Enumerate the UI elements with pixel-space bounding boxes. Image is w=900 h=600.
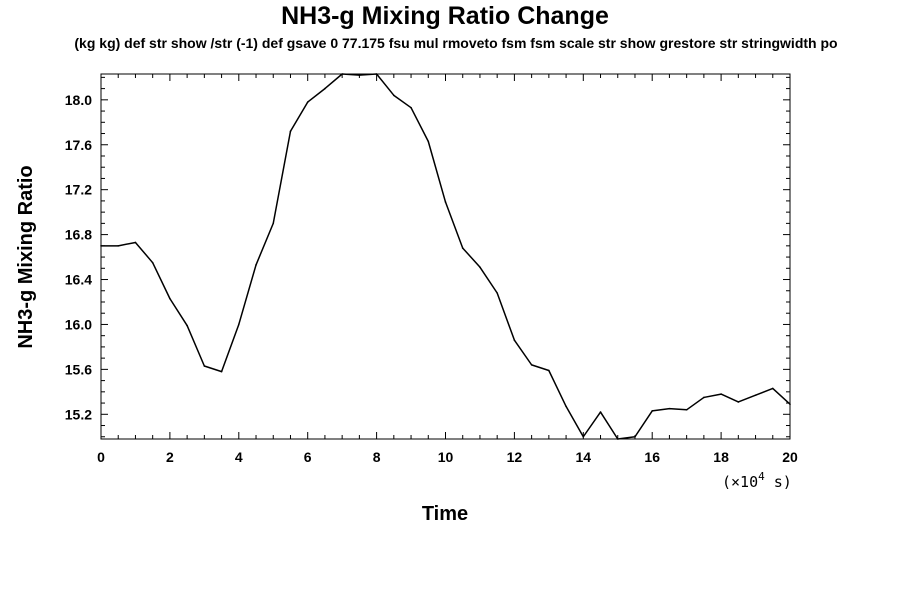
data-point: [685, 409, 688, 411]
y-tick-label: 16.4: [65, 272, 92, 288]
x-tick-label: 2: [166, 449, 174, 465]
chart-subtitle: (kg kg) def str show /str (-1) def gsave…: [74, 35, 837, 51]
x-tick-label: 10: [438, 449, 454, 465]
data-point: [789, 403, 791, 405]
data-point: [530, 364, 533, 366]
data-point: [496, 292, 498, 294]
data-point: [565, 405, 567, 408]
data-point: [513, 339, 516, 341]
series-points: [100, 73, 791, 440]
data-point: [427, 140, 430, 143]
data-point: [117, 245, 120, 247]
data-point: [444, 201, 447, 203]
data-point: [238, 323, 240, 326]
y-tick-label: 17.2: [65, 182, 92, 198]
y-tick-label: 15.2: [65, 406, 92, 422]
data-point: [358, 74, 361, 76]
x-axis-scale-note: (×104 s): [722, 470, 792, 491]
data-point: [255, 264, 257, 266]
data-point: [737, 401, 740, 403]
x-tick-label: 4: [235, 449, 243, 465]
data-point: [272, 222, 275, 225]
data-point: [582, 435, 585, 438]
data-point: [100, 245, 102, 247]
data-point: [393, 94, 395, 97]
data-point: [651, 410, 653, 412]
x-tick-label: 12: [507, 449, 523, 465]
data-point: [410, 106, 412, 109]
data-point: [151, 261, 154, 264]
chart-title: NH3-g Mixing Ratio Change: [281, 2, 609, 30]
data-point: [134, 241, 137, 244]
data-point: [289, 130, 292, 133]
data-point: [186, 324, 188, 327]
data-point: [634, 435, 636, 438]
data-point: [599, 411, 602, 413]
x-ticks: [100, 74, 791, 439]
y-tick-label: 16.0: [65, 316, 92, 332]
x-tick-label: 8: [373, 449, 381, 465]
y-tick-label: 18.0: [65, 92, 92, 108]
x-tick-labels: 0 2 4 6 8 10 12 14 16 18 20: [97, 449, 798, 465]
x-tick-label: 18: [713, 449, 729, 465]
x-tick-label: 16: [644, 449, 660, 465]
data-point: [771, 387, 774, 390]
x-axis-scale-note-exponent: 4: [758, 470, 765, 483]
data-point: [548, 369, 550, 372]
x-axis-scale-note-prefix: (×10: [722, 473, 758, 491]
y-tick-label: 15.6: [65, 361, 92, 377]
x-tick-label: 20: [782, 449, 798, 465]
data-point: [375, 73, 378, 75]
data-point: [703, 396, 705, 399]
y-ticks: [101, 76, 790, 438]
data-point: [461, 247, 464, 249]
data-point: [324, 87, 326, 90]
x-tick-label: 6: [304, 449, 312, 465]
data-point: [220, 370, 223, 373]
data-point: [203, 365, 206, 367]
y-axis-title: NH3-g Mixing Ratio: [15, 165, 37, 348]
x-tick-label: 0: [97, 449, 105, 465]
data-point: [169, 297, 171, 300]
x-axis-title: Time: [422, 503, 468, 525]
data-point: [306, 101, 309, 103]
data-point: [341, 73, 343, 75]
data-point: [720, 393, 722, 395]
data-point: [616, 438, 619, 440]
y-tick-label: 17.6: [65, 137, 92, 153]
y-tick-label: 16.8: [65, 227, 92, 243]
data-point: [668, 407, 671, 410]
x-tick-label: 14: [576, 449, 592, 465]
data-point: [479, 266, 481, 268]
y-tick-labels: 15.2 15.6 16.0 16.4 16.8 17.2 17.6 18.0: [65, 92, 92, 422]
x-axis-scale-note-suffix: s): [765, 473, 792, 491]
data-point: [754, 394, 757, 397]
